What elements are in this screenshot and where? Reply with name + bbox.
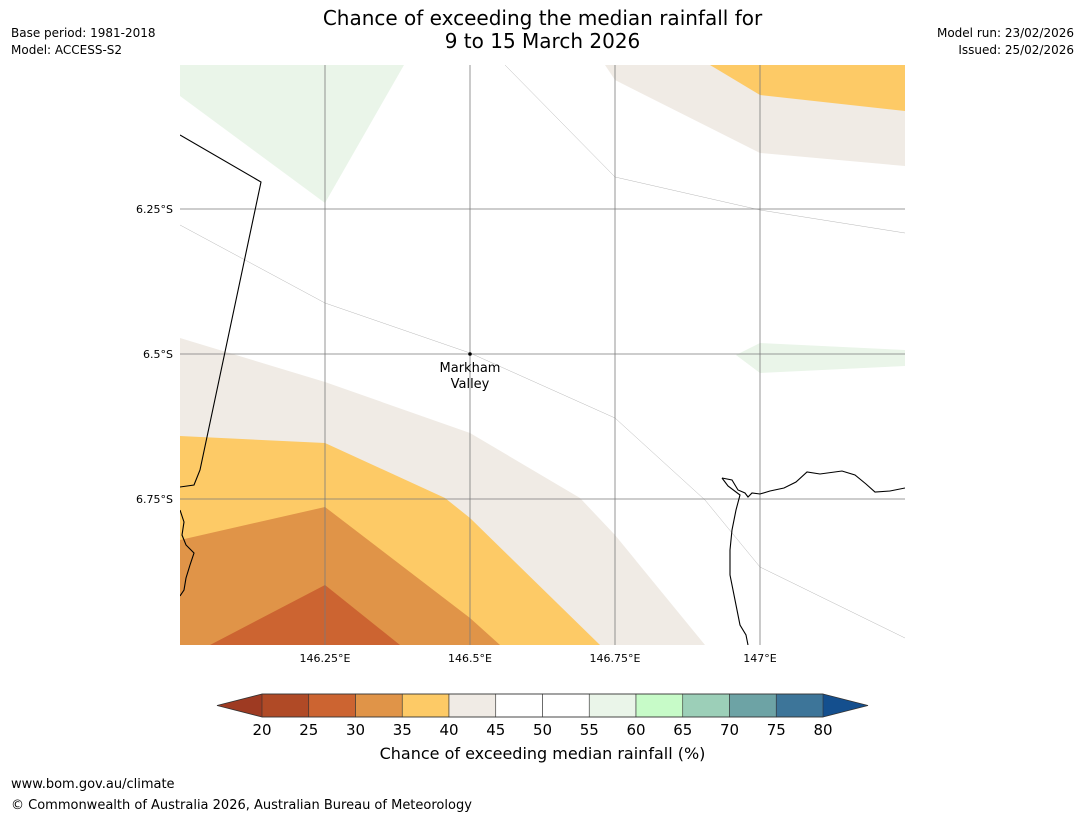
region-25-30 xyxy=(210,585,400,645)
colorbar-tick-70: 70 xyxy=(720,721,739,739)
footer: www.bom.gov.au/climate © Commonwealth of… xyxy=(11,774,472,816)
colorbar-tick-80: 80 xyxy=(813,721,832,739)
colorbar-tick-55: 55 xyxy=(580,721,599,739)
coastlines xyxy=(180,134,905,645)
coast-sw xyxy=(180,509,195,597)
title-line-2: 9 to 15 March 2026 xyxy=(444,29,641,53)
region-55-60-east xyxy=(736,343,905,373)
title-line-1: Chance of exceeding the median rainfall … xyxy=(322,6,763,30)
colorbar-bin-25-30 xyxy=(308,693,356,718)
colorbar-outline xyxy=(216,693,869,718)
map-title: Chance of exceeding the median rainfall … xyxy=(0,7,1085,53)
colorbar-bin-70-75 xyxy=(729,693,777,718)
colorbar-tick-75: 75 xyxy=(767,721,786,739)
graticule xyxy=(180,65,905,645)
region-30-35 xyxy=(180,507,500,645)
footer-url[interactable]: www.bom.gov.au/climate xyxy=(11,777,175,792)
colorbar-tick-20: 20 xyxy=(252,721,271,739)
coast-east xyxy=(721,470,905,498)
place-name-line-2: Valley xyxy=(451,377,490,392)
model-name: Model: ACCESS-S2 xyxy=(11,43,123,57)
colorbar-bin-55-60 xyxy=(588,693,637,718)
colorbar-label: Chance of exceeding median rainfall (%) xyxy=(379,744,706,763)
place-marker-icon xyxy=(468,352,472,356)
colorbar-bin-60-65 xyxy=(635,693,684,718)
colorbar-tick-40: 40 xyxy=(439,721,458,739)
lon-label-146-25: 146.25°E xyxy=(300,652,351,665)
colorbar-bin-75-80 xyxy=(775,693,824,718)
base-period: Base period: 1981-2018 xyxy=(11,26,156,40)
place-name-line-1: Markham xyxy=(440,361,501,376)
colorbar-bin-40-45 xyxy=(448,693,497,718)
coast-east-south xyxy=(721,477,749,645)
map-plot-area: Markham Valley xyxy=(180,65,905,645)
colorbar-tick-65: 65 xyxy=(673,721,692,739)
lat-label-6-5: 6.5°S xyxy=(143,348,173,361)
colorbar-tick-35: 35 xyxy=(393,721,412,739)
model-run: Model run: 23/02/2026 xyxy=(936,26,1074,40)
colorbar-tick-30: 30 xyxy=(346,721,365,739)
footer-copyright: © Commonwealth of Australia 2026, Austra… xyxy=(11,798,472,813)
colorbar-bin-30-35 xyxy=(355,693,403,718)
region-55-60-nw xyxy=(180,65,404,203)
colorbar-bin-50-55 xyxy=(542,693,590,718)
colorbar-bin-45-50 xyxy=(495,693,543,718)
region-35-40-ne xyxy=(710,65,905,111)
meta-right: Model run: 23/02/2026 Issued: 25/02/2026 xyxy=(937,25,1074,59)
colorbar-bin-35-40 xyxy=(401,693,450,718)
colorbar-bin-65-70 xyxy=(682,693,730,718)
axis-labels: 6.25°S 6.5°S 6.75°S 146.25°E 146.5°E 146… xyxy=(136,203,777,665)
border-line-west xyxy=(180,134,262,488)
lat-label-6-25: 6.25°S xyxy=(136,203,173,216)
lat-label-6-75: 6.75°S xyxy=(136,493,173,506)
colorbar-tick-50: 50 xyxy=(533,721,552,739)
meta-left: Base period: 1981-2018 Model: ACCESS-S2 xyxy=(11,25,156,59)
colorbar-under-arrow xyxy=(217,694,262,717)
colorbar-over-arrow xyxy=(823,694,868,717)
lon-label-146-5: 146.5°E xyxy=(448,652,492,665)
lon-label-147: 147°E xyxy=(743,652,776,665)
colorbar: 20 25 30 35 40 45 50 55 60 65 70 75 80 xyxy=(216,693,869,739)
issued-date: Issued: 25/02/2026 xyxy=(958,43,1074,57)
colorbar-bin-20-25 xyxy=(261,693,310,718)
colorbar-tick-60: 60 xyxy=(626,721,645,739)
colorbar-tick-25: 25 xyxy=(299,721,318,739)
lon-label-146-75: 146.75°E xyxy=(590,652,641,665)
colorbar-tick-45: 45 xyxy=(486,721,505,739)
